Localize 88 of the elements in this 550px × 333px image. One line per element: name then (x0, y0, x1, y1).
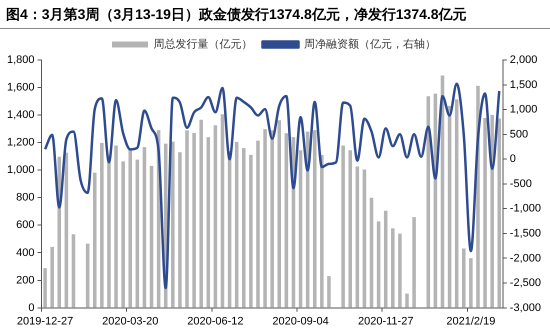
bar (114, 145, 118, 308)
y2-tick-label: -1,000 (510, 202, 542, 215)
bar (376, 221, 380, 308)
bar (362, 169, 366, 308)
y-tick-label: 1,000 (6, 164, 35, 176)
bar (214, 125, 218, 308)
y-tick-label: 1,400 (6, 109, 35, 122)
bar (206, 137, 210, 308)
y2-tick-label: -2,500 (510, 277, 542, 290)
bar (270, 130, 274, 308)
chart-title: 图4：3月第3周（3月13-19日）政金债发行1374.8亿元，净发行1374.8亿元 (0, 0, 550, 29)
x-tick-label: 2019-12-27 (16, 315, 74, 328)
bar (497, 118, 502, 308)
bar (256, 140, 260, 308)
bar (171, 142, 175, 308)
bar (284, 133, 288, 308)
bar (136, 160, 140, 308)
bar (298, 150, 302, 308)
y2-tick-label: 500 (510, 128, 528, 140)
bar (228, 151, 232, 308)
bar (384, 210, 388, 308)
bar (242, 148, 246, 308)
bar (199, 120, 203, 308)
bar (86, 244, 90, 308)
bar (178, 152, 182, 308)
bar (72, 234, 76, 308)
bar (142, 147, 146, 308)
bar (341, 145, 345, 308)
y2-tick-label: 0 (510, 153, 516, 166)
y-tick-label: 800 (16, 192, 35, 204)
bar (312, 130, 317, 308)
bar (263, 129, 267, 308)
bar (434, 94, 438, 308)
bar (92, 172, 97, 308)
bar (185, 130, 189, 308)
bar (462, 248, 466, 308)
bar (306, 132, 310, 308)
y-tick-label: 1,200 (6, 136, 35, 149)
bar (327, 276, 331, 308)
y2-tick-label: -500 (510, 178, 532, 190)
x-tick-label: 2020-11-27 (358, 315, 414, 328)
bar (277, 120, 282, 308)
y2-tick-label: -1,500 (510, 227, 542, 240)
bar (440, 76, 444, 308)
y-tick-label: 200 (16, 274, 35, 286)
bar (448, 106, 452, 308)
line-series (44, 82, 501, 290)
bar (43, 268, 47, 308)
legend-label: 周总发行量（亿元） (154, 38, 252, 51)
bar (50, 246, 54, 308)
y2-tick-label: 1,500 (510, 78, 538, 91)
y-tick-label: 0 (28, 302, 35, 314)
y-tick-label: 400 (16, 246, 35, 259)
bar (234, 142, 238, 308)
y-tick-label: 1,600 (6, 82, 35, 94)
y2-tick-label: -2,000 (510, 252, 542, 264)
bar (150, 166, 154, 308)
bar (348, 150, 352, 308)
bar (100, 142, 104, 308)
bar (398, 234, 402, 308)
x-tick-label: 2020-03-20 (102, 315, 158, 328)
bar (220, 114, 224, 308)
y-tick-label: 600 (16, 219, 35, 232)
bar (249, 154, 253, 308)
bar (405, 294, 409, 308)
bar (64, 152, 68, 308)
bar (483, 118, 487, 308)
bar (454, 99, 458, 308)
y2-tick-label: -3,000 (510, 302, 542, 314)
bar (370, 198, 374, 308)
bar (128, 149, 132, 308)
bar (121, 161, 125, 308)
bar (320, 154, 324, 308)
bar (391, 228, 395, 308)
bar (107, 162, 111, 308)
bar (412, 217, 416, 308)
bar (356, 166, 360, 308)
x-tick-label: 2020-09-04 (272, 315, 329, 328)
y-tick-label: 1,800 (6, 54, 35, 66)
y2-tick-label: 2,000 (510, 54, 538, 66)
x-tick-label: 2020-06-12 (187, 315, 244, 328)
y2-tick-label: 1,000 (510, 104, 538, 116)
bar (490, 114, 494, 308)
bar (469, 258, 473, 308)
bar (426, 96, 430, 308)
legend-label: 周净融资额（亿元，右轴） (304, 38, 436, 51)
bar (192, 132, 196, 308)
x-tick-label: 2021/2/19 (446, 315, 496, 328)
